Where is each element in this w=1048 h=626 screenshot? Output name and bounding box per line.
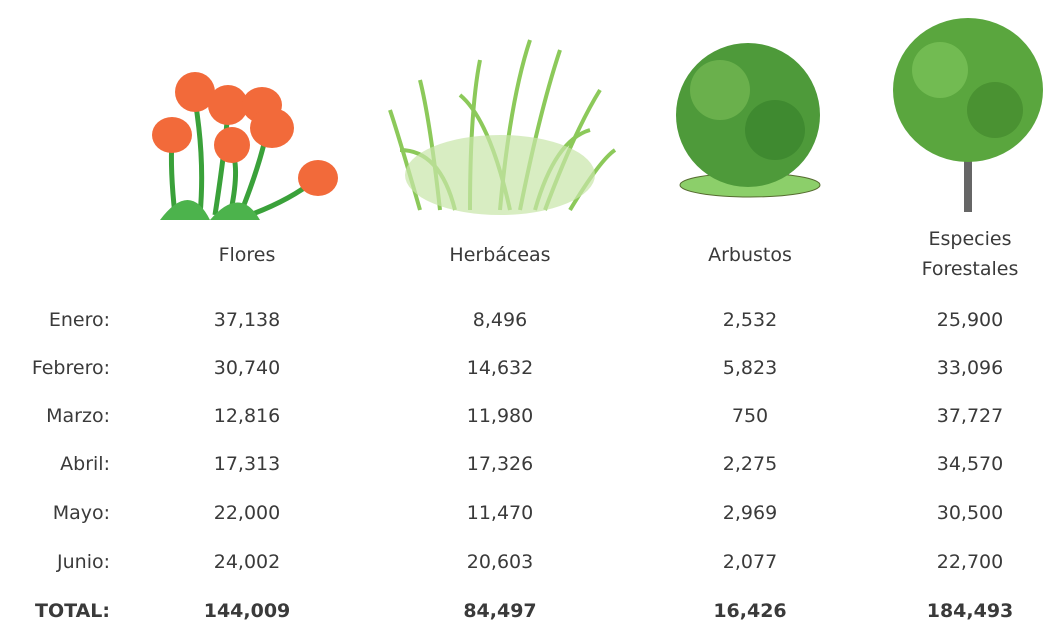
- cell-value: 34,570: [936, 453, 1004, 475]
- cell-value: 37,138: [213, 309, 281, 331]
- row-label: Abril:: [60, 453, 110, 475]
- total-value: 16,426: [713, 600, 787, 622]
- cell-value: 8,496: [472, 309, 528, 331]
- cell-value: 2,077: [722, 551, 778, 573]
- cell-value: 17,326: [466, 453, 534, 475]
- herbs-image: [388, 39, 617, 215]
- total-value: 144,009: [203, 600, 291, 622]
- cell-value: 22,700: [936, 551, 1004, 573]
- cell-value: 37,727: [936, 405, 1004, 427]
- cell-value: 11,470: [466, 502, 534, 524]
- row-label: Febrero:: [31, 357, 110, 379]
- cell-value: 5,823: [722, 357, 778, 379]
- illustrations: [152, 18, 1043, 220]
- cell-value: 22,000: [213, 502, 281, 524]
- cell-value: 14,632: [466, 357, 534, 379]
- cell-value: 17,313: [213, 453, 281, 475]
- column-header: Especies Forestales: [921, 228, 1019, 280]
- cell-value: 30,740: [213, 357, 281, 379]
- column-header: Flores: [218, 244, 276, 266]
- row-label: Marzo:: [46, 405, 110, 427]
- row-label: Junio:: [57, 551, 110, 573]
- total-value: 84,497: [463, 600, 537, 622]
- cell-value: 12,816: [213, 405, 281, 427]
- cell-value: 24,002: [213, 551, 281, 573]
- total-value: 184,493: [926, 600, 1014, 622]
- cell-value: 20,603: [466, 551, 534, 573]
- cell-value: 2,532: [722, 309, 778, 331]
- tree-image: [893, 18, 1043, 212]
- cell-value: 750: [731, 405, 769, 427]
- row-label: Enero:: [48, 309, 110, 331]
- total-label: TOTAL:: [34, 600, 110, 622]
- shrub-image: [676, 43, 821, 198]
- column-header: Arbustos: [708, 244, 792, 266]
- flowers-image: [152, 72, 338, 220]
- cell-value: 2,275: [722, 453, 778, 475]
- cell-value: 11,980: [466, 405, 534, 427]
- cell-value: 33,096: [936, 357, 1004, 379]
- row-label: Mayo:: [52, 502, 110, 524]
- cell-value: 2,969: [722, 502, 778, 524]
- cell-value: 25,900: [936, 309, 1004, 331]
- cell-value: 30,500: [936, 502, 1004, 524]
- column-header: Herbáceas: [449, 244, 551, 266]
